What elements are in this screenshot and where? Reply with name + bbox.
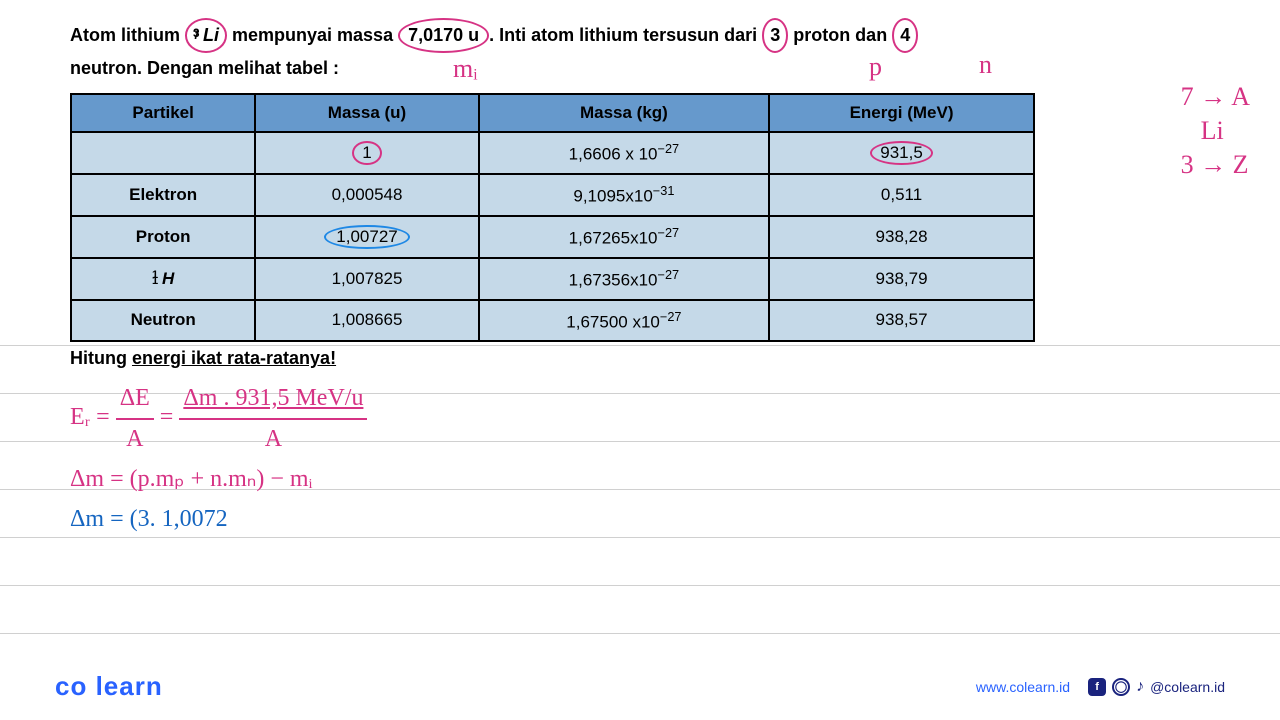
facebook-icon: f [1088, 678, 1106, 696]
table-row: 11H 1,007825 1,67356x10−27 938,79 [71, 258, 1034, 300]
circled-mass: 7,0170 u [398, 18, 489, 53]
table-row: Elektron 0,000548 9,1095x10−31 0,511 [71, 174, 1034, 216]
table-header-row: Partikel Massa (u) Massa (kg) Energi (Me… [71, 94, 1034, 132]
website-url: www.colearn.id [976, 679, 1070, 695]
formula-line-1: Eᵣ = ΔEA = Δm . 931,5 MeV/uA [70, 379, 1210, 458]
problem-statement: Atom lithium 73Li mempunyai massa 7,0170… [70, 18, 1210, 83]
handwriting-area: Eᵣ = ΔEA = Δm . 931,5 MeV/uA Δm = (p.mₚ … [70, 379, 1210, 539]
header-massa-kg: Massa (kg) [479, 94, 769, 132]
header-massa-u: Massa (u) [255, 94, 478, 132]
table-row: Neutron 1,008665 1,67500 x10−27 938,57 [71, 300, 1034, 342]
table-row: 1 1,6606 x 10−27 931,5 [71, 132, 1034, 174]
social-links: f ◯ ♪ @colearn.id [1088, 678, 1225, 696]
instagram-icon: ◯ [1112, 678, 1130, 696]
annotation-mi: mᵢ [453, 54, 477, 84]
header-energi: Energi (MeV) [769, 94, 1034, 132]
footer-right: www.colearn.id f ◯ ♪ @colearn.id [976, 678, 1225, 696]
footer: co learn www.colearn.id f ◯ ♪ @colearn.i… [0, 671, 1280, 702]
social-handle: @colearn.id [1150, 679, 1225, 695]
formula-line-2: Δm = (p.mₚ + n.mₙ) − mᵢ [70, 460, 1210, 498]
table-row: Proton 1,00727 1,67265x10−27 938,28 [71, 216, 1034, 258]
annotation-p: p [869, 52, 882, 82]
annotation-n: n [979, 50, 992, 80]
side-notes: 7 → A Li 3 → Z [1181, 80, 1250, 181]
circled-energy: 931,5 [870, 141, 933, 165]
data-table: Partikel Massa (u) Massa (kg) Energi (Me… [70, 93, 1035, 342]
tiktok-icon: ♪ [1136, 678, 1144, 696]
formula-line-3: Δm = (3. 1,0072 [70, 500, 1210, 538]
circled-proton-mass: 1,00727 [324, 225, 409, 249]
circled-unit: 1 [352, 141, 381, 165]
logo: co learn [55, 671, 163, 702]
main-content: Atom lithium 73Li mempunyai massa 7,0170… [0, 0, 1280, 539]
header-partikel: Partikel [71, 94, 255, 132]
question: Hitung energi ikat rata-ratanya! [70, 348, 1210, 369]
